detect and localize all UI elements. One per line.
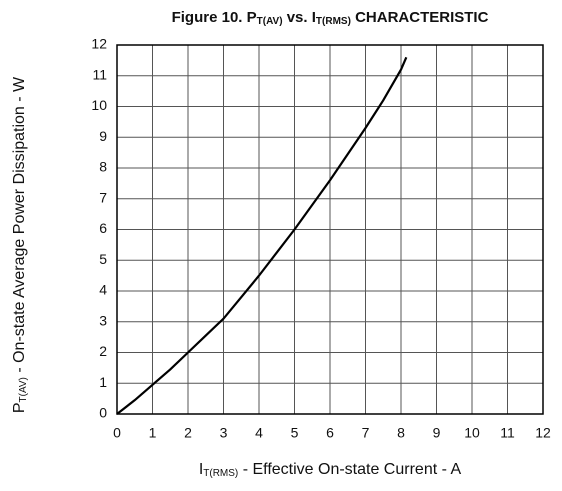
y-tick-label: 7 <box>99 189 107 205</box>
y-tick-label: 6 <box>99 220 107 236</box>
y-tick-label: 8 <box>99 159 107 175</box>
y-tick-label: 9 <box>99 128 107 144</box>
y-tick-label: 2 <box>99 343 107 359</box>
x-axis-label: IT(RMS) - Effective On-state Current - A <box>199 461 462 478</box>
x-tick-label: 6 <box>326 425 334 441</box>
x-tick-label: 4 <box>255 425 263 441</box>
x-tick-label: 0 <box>113 425 121 441</box>
y-tick-label: 11 <box>92 66 107 82</box>
x-tick-label: 3 <box>220 425 228 441</box>
y-tick-label: 10 <box>91 97 107 113</box>
y-tick-label: 0 <box>99 405 107 421</box>
x-tick-label: 11 <box>500 425 515 441</box>
y-tick-label: 5 <box>99 251 107 267</box>
plot-frame <box>116 44 544 415</box>
x-tick-label: 7 <box>362 425 370 441</box>
chart-title: Figure 10. PT(AV) vs. IT(RMS) CHARACTERI… <box>172 9 489 27</box>
y-tick-label: 1 <box>99 374 107 390</box>
x-tick-label: 2 <box>184 425 192 441</box>
y-tick-label: 3 <box>99 312 107 328</box>
y-axis-label: PT(AV) - On-state Average Power Dissipat… <box>11 76 28 413</box>
y-tick-label: 4 <box>99 282 107 298</box>
y-tick-label: 12 <box>91 36 107 52</box>
x-tick-label: 9 <box>433 425 441 441</box>
x-tick-label: 1 <box>149 425 157 441</box>
x-tick-label: 8 <box>397 425 405 441</box>
x-tick-label: 12 <box>535 425 551 441</box>
x-tick-label: 5 <box>291 425 299 441</box>
line-series <box>116 56 408 415</box>
x-tick-label: 10 <box>464 425 480 441</box>
